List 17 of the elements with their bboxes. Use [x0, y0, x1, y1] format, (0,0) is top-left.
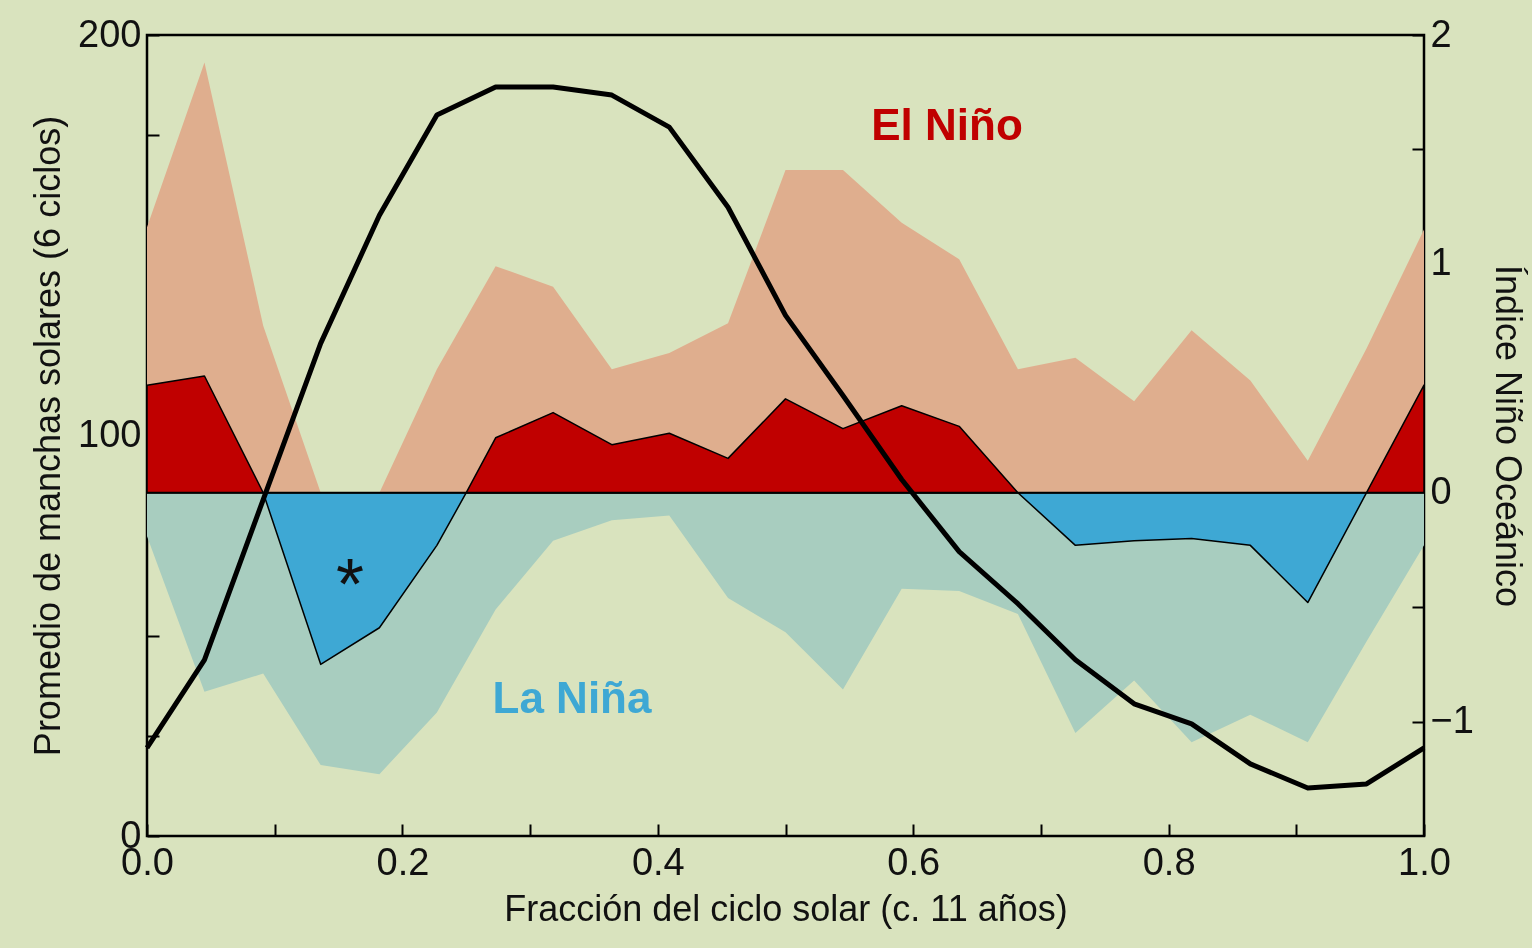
- y2-tick-label: −1: [1430, 699, 1474, 742]
- y-tick-label: 100: [78, 413, 142, 455]
- y2-tick-label: 1: [1430, 241, 1452, 284]
- x-tick-label: 0.8: [1142, 840, 1196, 883]
- text: La Niña: [492, 673, 652, 722]
- text: El Niño: [871, 100, 1023, 149]
- annotation: *: [335, 544, 365, 624]
- x-axis-title: Fracción del ciclo solar (c. 11 años): [504, 887, 1068, 929]
- y-axis-title: Promedio de manchas solares (6 ciclos): [27, 115, 69, 757]
- x-tick-label: 0.6: [887, 840, 941, 883]
- x-tick-label: 0.4: [631, 840, 685, 883]
- y2-tick-label: 2: [1430, 12, 1452, 55]
- x-tick-label: 0.2: [376, 840, 430, 883]
- y2-axis-title: Índice Niño Oceánico: [1487, 264, 1529, 608]
- x-tick-label: 1.0: [1398, 840, 1451, 883]
- y2-tick-label: 0: [1430, 470, 1452, 513]
- y-tick-label: 200: [78, 12, 142, 55]
